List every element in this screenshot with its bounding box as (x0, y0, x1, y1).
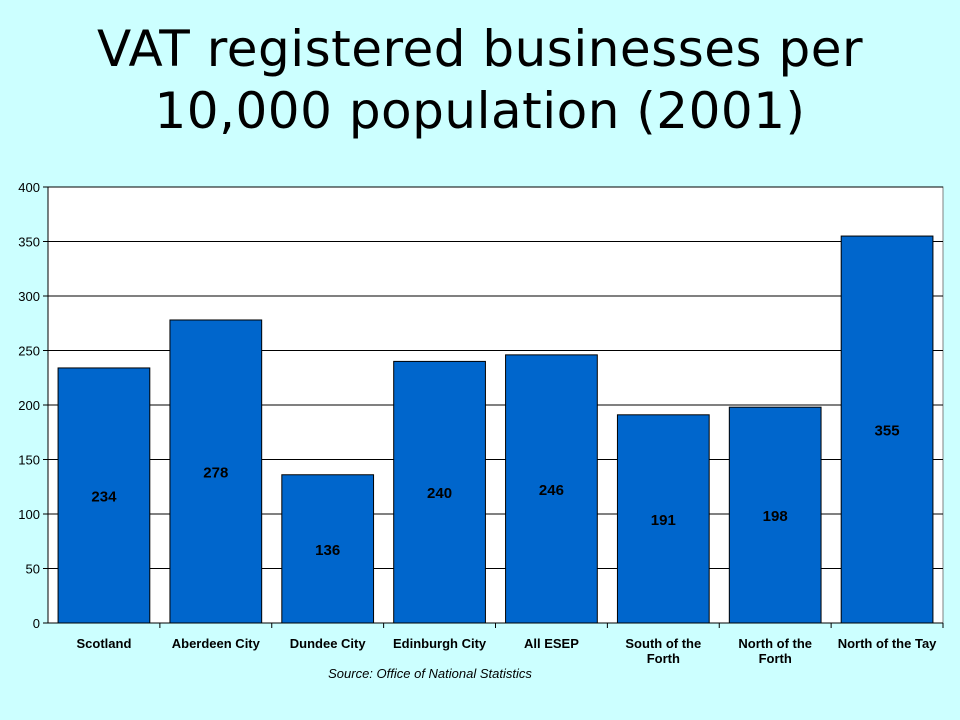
x-tick-label: South of the (625, 636, 701, 651)
data-label: 198 (763, 508, 788, 525)
x-tick-label: Dundee City (290, 636, 367, 651)
data-label: 234 (91, 488, 117, 505)
bar (616, 414, 710, 624)
page-title: VAT registered businesses per 10,000 pop… (0, 18, 960, 142)
bar (169, 319, 263, 624)
y-tick-label: 100 (18, 507, 40, 522)
bar (840, 235, 934, 624)
x-tick-label: Forth (759, 651, 792, 666)
data-label: 240 (427, 485, 452, 502)
bar (57, 367, 151, 624)
bar (393, 360, 486, 624)
bar (505, 354, 598, 624)
y-tick-label: 50 (26, 562, 40, 577)
x-tick-label: Forth (647, 651, 680, 666)
title-line-2: 10,000 population (2001) (154, 82, 806, 140)
y-tick-label: 200 (18, 398, 40, 413)
x-tick-label: All ESEP (524, 636, 579, 651)
data-label: 355 (875, 423, 900, 440)
y-tick-label: 0 (33, 616, 40, 631)
bar (728, 406, 822, 624)
title-line-1: VAT registered businesses per (96, 20, 864, 78)
y-tick-label: 250 (18, 344, 40, 359)
y-tick-label: 150 (18, 453, 40, 468)
x-tick-label: North of the (738, 636, 812, 651)
x-tick-label: North of the Tay (838, 636, 937, 651)
bar (281, 474, 375, 624)
x-tick-label: Edinburgh City (393, 636, 487, 651)
data-label: 246 (539, 482, 564, 499)
x-tick-label: Aberdeen City (172, 636, 261, 651)
y-tick-label: 350 (18, 235, 40, 250)
source-note: Source: Office of National Statistics (328, 666, 532, 681)
y-tick-label: 400 (18, 180, 40, 195)
y-tick-label: 300 (18, 289, 40, 304)
data-label: 136 (315, 542, 340, 559)
x-tick-label: Scotland (76, 636, 131, 651)
data-label: 278 (203, 464, 228, 481)
data-label: 191 (651, 512, 676, 529)
